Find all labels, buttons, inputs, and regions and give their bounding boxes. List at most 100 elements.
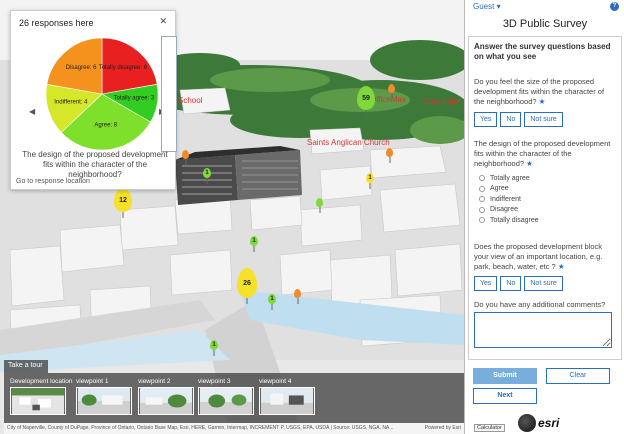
- question-1-text: Do you feel the size of the proposed dev…: [474, 77, 605, 106]
- tour-item-label: viewpoint 4: [259, 378, 292, 385]
- tour-thumbnail: [76, 387, 132, 415]
- help-icon[interactable]: ?: [610, 2, 619, 11]
- q3-no-button[interactable]: No: [500, 276, 522, 291]
- calculator-button[interactable]: Calculator: [474, 424, 505, 432]
- map-label-school: School: [178, 96, 203, 105]
- option-disagree[interactable]: Disagree: [479, 205, 539, 216]
- tour-item-viewpoint-3[interactable]: viewpoint 3: [198, 378, 254, 417]
- esri-logo: esri: [518, 414, 559, 432]
- survey-intro: Answer the survey questions based on wha…: [474, 42, 611, 61]
- pie-slice-label: Agree: 8: [94, 122, 117, 128]
- question-1: Do you feel the size of the proposed dev…: [474, 77, 616, 107]
- radio-button[interactable]: [479, 196, 485, 203]
- map-pin[interactable]: 1: [210, 340, 218, 350]
- question-4: Do you have any additional comments?: [474, 300, 616, 310]
- popup-title: 26 responses here: [19, 18, 94, 28]
- option-label: Totally disagree: [490, 216, 539, 224]
- powered-by-esri[interactable]: Powered by Esri: [422, 425, 461, 431]
- question-3-options: Yes No Not sure: [474, 276, 563, 291]
- tour-strip: Development location viewpoint 1 viewpoi…: [4, 373, 464, 423]
- map-pin[interactable]: 12: [114, 188, 132, 212]
- map-pin[interactable]: [386, 148, 393, 157]
- map-label-church: Saints Anglican Church: [307, 138, 390, 147]
- required-star-icon: ★: [557, 262, 565, 271]
- tour-item-viewpoint-4[interactable]: viewpoint 4: [259, 378, 315, 417]
- option-agree[interactable]: Agree: [479, 184, 539, 195]
- radio-button[interactable]: [479, 217, 485, 224]
- pie-slice-label: Totally agree: 3: [114, 96, 155, 102]
- previous-arrow-icon[interactable]: ◀: [29, 107, 36, 116]
- map-pin[interactable]: [182, 150, 189, 159]
- tour-item-label: viewpoint 1: [76, 378, 109, 385]
- take-a-tour-tab[interactable]: Take a tour: [4, 360, 48, 373]
- option-totally-agree[interactable]: Totally agree: [479, 173, 539, 184]
- pie-slice-disagree[interactable]: [46, 37, 103, 95]
- tour-thumbnail: [259, 387, 315, 415]
- option-indifferent[interactable]: Indifferent: [479, 194, 539, 205]
- comments-textarea[interactable]: [474, 312, 612, 348]
- close-icon[interactable]: ✕: [159, 16, 167, 26]
- tour-item-label: viewpoint 3: [198, 378, 231, 385]
- pie-slice-label: Totally disagree: 6: [99, 65, 148, 71]
- submit-button[interactable]: Submit: [473, 368, 537, 384]
- map-scene: [0, 0, 464, 434]
- radio-button[interactable]: [479, 185, 485, 192]
- question-3-text: Does the proposed development block your…: [474, 242, 603, 271]
- option-totally-disagree[interactable]: Totally disagree: [479, 215, 539, 226]
- required-star-icon: ★: [526, 159, 533, 168]
- tour-item-label: viewpoint 2: [138, 378, 171, 385]
- map-pin[interactable]: [316, 198, 323, 207]
- q1-no-button[interactable]: No: [500, 112, 522, 127]
- map-pin[interactable]: 1: [268, 294, 276, 304]
- tour-item-viewpoint-1[interactable]: viewpoint 1: [76, 378, 132, 417]
- clear-button[interactable]: Clear: [546, 368, 610, 384]
- popup-scrollbar[interactable]: [161, 36, 177, 152]
- question-3: Does the proposed development block your…: [474, 242, 616, 272]
- q1-yes-button[interactable]: Yes: [474, 112, 498, 127]
- tour-thumbnail: [138, 387, 194, 415]
- radio-button[interactable]: [479, 175, 485, 182]
- pie-slice-indifferent[interactable]: [45, 83, 103, 133]
- next-button[interactable]: Next: [473, 388, 537, 404]
- popup-question-text: The design of the proposed development f…: [22, 150, 168, 179]
- map-pin[interactable]: 1: [366, 173, 374, 183]
- pie-slice-label: Disagree: 6: [66, 65, 97, 71]
- map-attribution: City of Naperville, County of DuPage, Pr…: [4, 423, 464, 434]
- radio-button[interactable]: [479, 206, 485, 213]
- esri-logo-text: esri: [538, 416, 560, 430]
- map-pin[interactable]: [388, 84, 395, 93]
- option-label: Agree: [490, 185, 509, 193]
- map-pin[interactable]: 26: [237, 268, 257, 298]
- survey-form: Answer the survey questions based on wha…: [468, 36, 622, 360]
- tour-item-label: Development location: [10, 378, 73, 385]
- map-pin[interactable]: 1: [250, 236, 258, 246]
- map-label-cornerstone: Cornerstone: [423, 97, 465, 106]
- option-label: Totally agree: [490, 174, 530, 182]
- question-2-options: Totally agree Agree Indifferent Disagree…: [479, 173, 539, 226]
- pie-slice-agree[interactable]: [60, 93, 151, 151]
- pie-slice-totally-disagree[interactable]: [101, 37, 158, 95]
- tour-item-viewpoint-2[interactable]: viewpoint 2: [138, 378, 194, 417]
- q3-not-sure-button[interactable]: Not sure: [524, 276, 563, 291]
- question-1-options: Yes No Not sure: [474, 112, 563, 127]
- option-label: Indifferent: [490, 195, 522, 203]
- required-star-icon: ★: [538, 97, 546, 106]
- tour-item-development-location[interactable]: Development location: [10, 378, 73, 417]
- attribution-text: City of Naperville, County of DuPage, Pr…: [7, 425, 394, 431]
- survey-title: 3D Public Survey: [502, 18, 588, 30]
- question-4-text: Do you have any additional comments?: [474, 300, 606, 309]
- q1-not-sure-button[interactable]: Not sure: [524, 112, 563, 127]
- q3-yes-button[interactable]: Yes: [474, 276, 498, 291]
- map-pin[interactable]: 1: [203, 168, 211, 178]
- map-pin[interactable]: [294, 289, 301, 298]
- guest-menu[interactable]: Guest ▾: [473, 2, 501, 11]
- go-to-response-location-link[interactable]: Go to response location: [16, 178, 90, 185]
- map-label-officemax: OfficeMax: [370, 95, 406, 104]
- responses-pie-chart: Totally disagree: 6 Totally agree: 3 Agree…: [45, 37, 159, 151]
- question-2-text: The design of the proposed development f…: [474, 139, 611, 168]
- esri-globe-icon: [518, 414, 536, 432]
- responses-popup: 26 responses here ✕ ◀ Totally disagree: …: [10, 10, 177, 190]
- map-pin[interactable]: 59: [357, 86, 375, 110]
- map-view[interactable]: School OfficeMax Cornerstone Saints Angl…: [0, 0, 465, 434]
- survey-panel: Guest ▾ ? 3D Public Survey Answer the su…: [466, 0, 624, 434]
